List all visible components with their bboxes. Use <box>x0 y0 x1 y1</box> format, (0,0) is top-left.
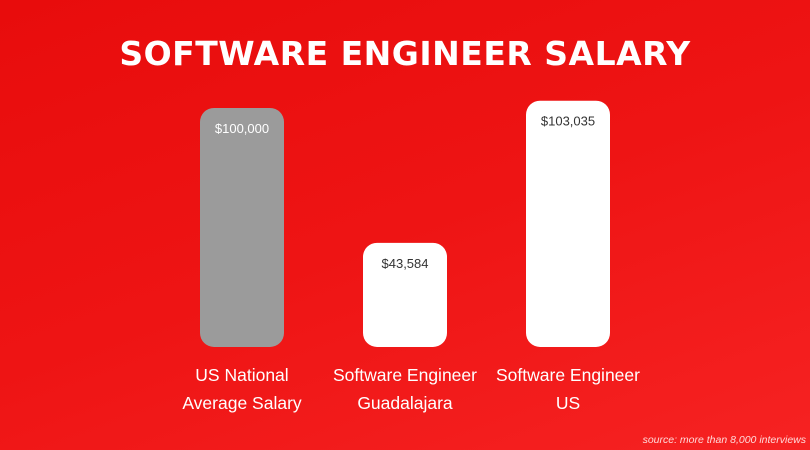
value-label: $100,000 <box>215 121 269 136</box>
value-label: $43,584 <box>382 256 429 271</box>
category-label: Software Engineer <box>333 365 477 385</box>
category-label: US National <box>195 365 288 385</box>
chart-title: SOFTWARE ENGINEER SALARY <box>119 34 691 73</box>
category-label: Guadalajara <box>357 393 453 413</box>
source-note: source: more than 8,000 interviews <box>642 434 806 446</box>
category-label: Average Salary <box>182 393 302 413</box>
category-label: Software Engineer <box>496 365 640 385</box>
category-label: US <box>556 393 580 413</box>
bar-software-engineer-us <box>526 100 610 347</box>
value-label: $103,035 <box>541 114 595 129</box>
bar-software-engineer-guadalajara <box>363 242 447 347</box>
bar-us-national-average-salary <box>200 107 284 347</box>
